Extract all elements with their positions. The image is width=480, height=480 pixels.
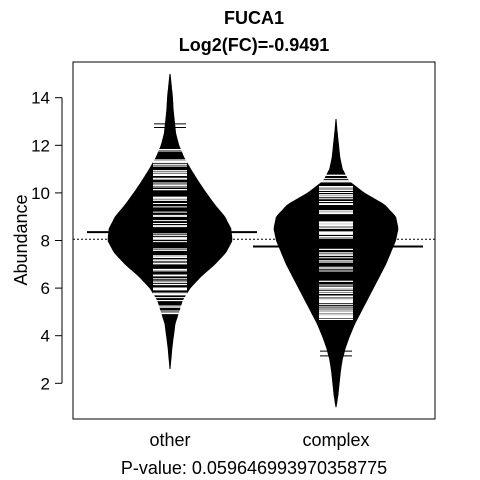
x-tick-label: other [149,430,190,450]
chart-title: FUCA1 [224,8,284,28]
y-axis: 2 4 6 8 10 12 14 [31,89,63,393]
x-axis: other complex [149,430,369,450]
y-tick-label: 4 [41,327,50,346]
y-tick-label: 12 [31,136,50,155]
x-tick-label: complex [302,430,369,450]
bean-shape [273,119,399,408]
chart-subtitle: Log2(FC)=-0.9491 [179,35,330,55]
y-tick-label: 10 [31,184,50,203]
y-tick-label: 6 [41,279,50,298]
y-axis-title: Abundance [11,194,31,285]
x-axis-title: P-value: 0.059646993970358775 [121,458,387,478]
beans-group [87,73,423,408]
plot-border [72,61,436,420]
y-tick-label: 2 [41,374,50,393]
y-tick-label: 8 [41,232,50,251]
bean-shape [107,73,233,370]
y-tick-label: 14 [31,89,50,108]
